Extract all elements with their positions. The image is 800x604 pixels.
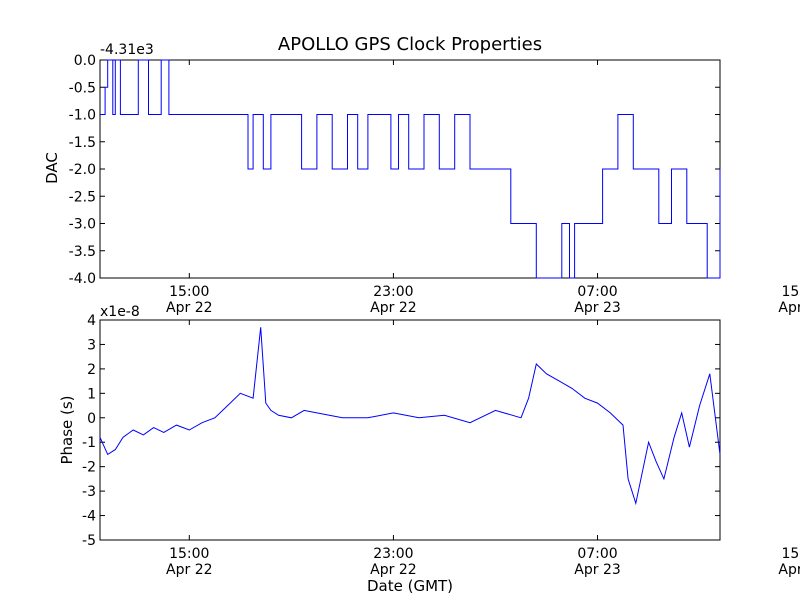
phase-x-tick-time: 23:00 bbox=[373, 546, 413, 562]
dac-y-tick-label: -0.5 bbox=[69, 80, 96, 96]
phase-x-tick-date: Apr 23 bbox=[574, 562, 620, 578]
phase-y-tick-label: 2 bbox=[87, 362, 96, 378]
dac-x-tick-time: 07:00 bbox=[577, 284, 617, 300]
phase-y-tick-label: -5 bbox=[82, 533, 96, 549]
dac-panel: APOLLO GPS Clock Properties -4.31e3 DAC … bbox=[43, 34, 800, 316]
phase-y-tick-label: 3 bbox=[87, 337, 96, 353]
phase-plot-frame bbox=[99, 319, 721, 541]
phase-x-tick-date: Apr 22 bbox=[166, 562, 212, 578]
dac-y-tick-label: -1.5 bbox=[69, 135, 96, 151]
dac-y-tick-label: -3.0 bbox=[69, 217, 96, 233]
dac-y-tick-label: -2.0 bbox=[69, 162, 96, 178]
dac-x-tick-time: 15:00 bbox=[169, 284, 209, 300]
phase-x-tick-time: 15:00 bbox=[781, 546, 800, 562]
chart-title: APOLLO GPS Clock Properties bbox=[278, 34, 542, 55]
dac-y-tick-label: -3.5 bbox=[69, 244, 96, 260]
dac-x-tick-time: 23:00 bbox=[373, 284, 413, 300]
dac-series-line bbox=[100, 59, 721, 279]
phase-y-tick-label: -2 bbox=[82, 460, 96, 476]
dac-y-axis-label: DAC bbox=[43, 152, 61, 184]
dac-x-tick-date: Apr 22 bbox=[166, 300, 212, 316]
phase-y-tick-label: -1 bbox=[82, 435, 96, 451]
phase-y-tick-label: -3 bbox=[82, 484, 96, 500]
phase-y-tick-label: -4 bbox=[82, 509, 96, 525]
phase-offset-label: x1e-8 bbox=[100, 304, 140, 320]
phase-y-tick-label: 0 bbox=[87, 411, 96, 427]
dac-y-tick-label: -2.5 bbox=[69, 189, 96, 205]
dac-y-tick-label: -4.0 bbox=[69, 271, 96, 287]
dac-x-tick-date: Apr 23 bbox=[778, 300, 800, 316]
phase-y-tick-label: 1 bbox=[87, 386, 96, 402]
phase-y-axis-label: Phase (s) bbox=[58, 395, 76, 464]
dac-offset-label: -4.31e3 bbox=[100, 42, 154, 58]
phase-y-tick-label: 4 bbox=[87, 313, 96, 329]
phase-panel: x1e-8 Phase (s) Date (GMT) 4 3 2 1 0 -1 -2 -3 -4… bbox=[58, 304, 800, 595]
phase-x-tick-time: 07:00 bbox=[577, 546, 617, 562]
dac-y-tick-label: 0.0 bbox=[74, 53, 96, 69]
dac-x-tick-date: Apr 23 bbox=[574, 300, 620, 316]
phase-x-tick-date: Apr 22 bbox=[370, 562, 416, 578]
phase-x-tick-date: Apr 23 bbox=[778, 562, 800, 578]
dac-x-tick-time: 15:00 bbox=[781, 284, 800, 300]
dac-y-tick-label: -1.0 bbox=[69, 108, 96, 124]
phase-series-line bbox=[99, 327, 721, 506]
x-axis-label: Date (GMT) bbox=[367, 577, 453, 595]
phase-x-tick-time: 15:00 bbox=[169, 546, 209, 562]
dac-x-tick-date: Apr 22 bbox=[370, 300, 416, 316]
